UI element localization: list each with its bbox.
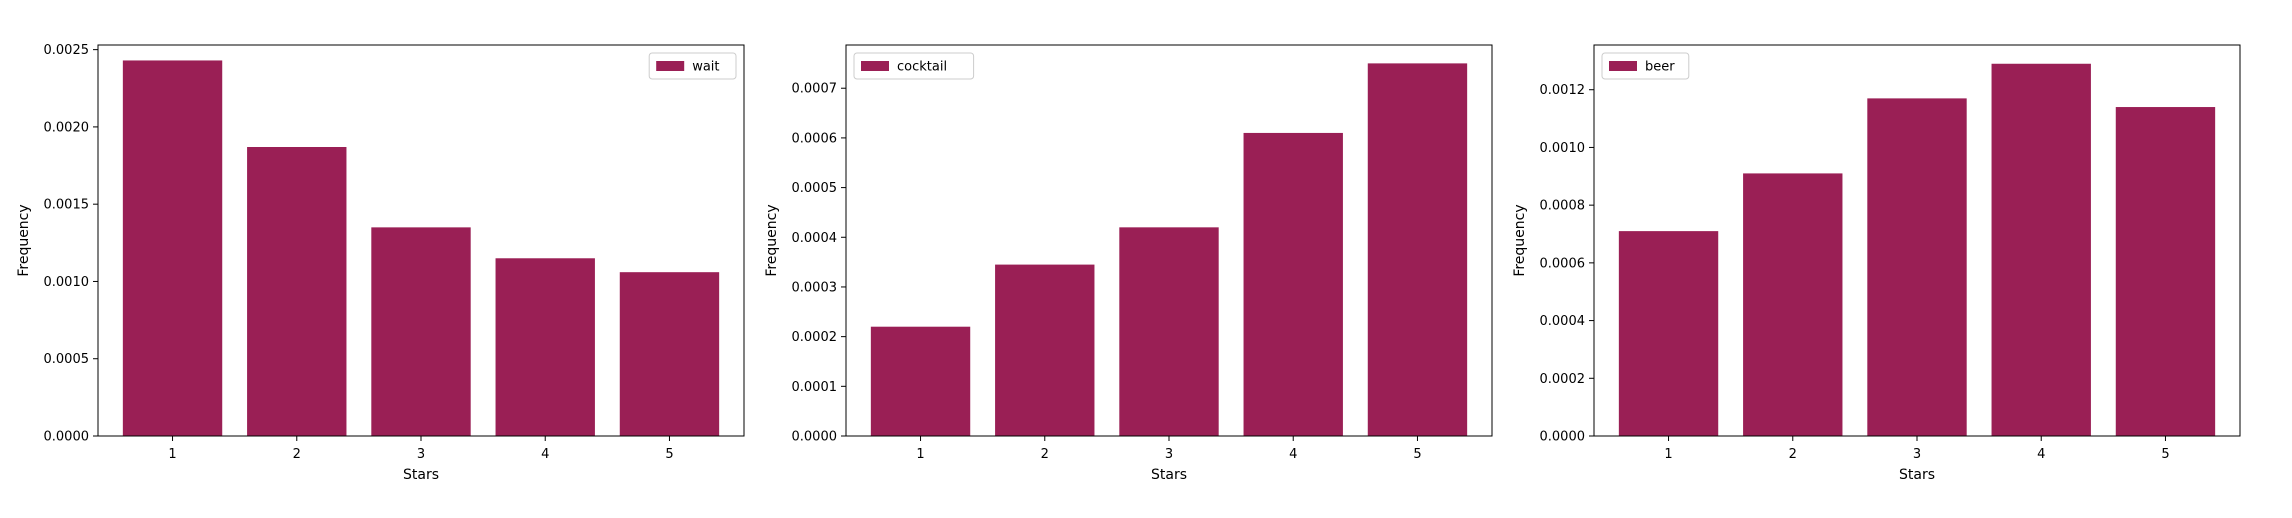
legend: beer [1601, 52, 1690, 80]
bar-beer-5 [2115, 107, 2216, 436]
chart-panel-2: 1 2 3 4 5 0.0000 0.0001 0.0002 0.0003 0.0004 0.000… [764, 44, 1493, 483]
y-tick-label: 0.0000 [44, 430, 90, 445]
chart-panel-3: 1 2 3 4 5 0.0000 0.0002 0.0004 0.0006 0.0008 0.001… [1512, 44, 2241, 483]
legend-swatch [861, 61, 889, 71]
x-axis-label: Stars [1899, 467, 1935, 483]
x-tick-label: 5 [665, 447, 673, 462]
y-tick-label: 0.0002 [792, 330, 838, 345]
y-tick-label: 0.0007 [792, 82, 838, 97]
y-tick-label: 0.0005 [792, 181, 838, 196]
bar-wait-4 [495, 258, 595, 436]
y-axis-label: Frequency [16, 204, 32, 276]
chart-panel-1: 1 2 3 4 5 0.0000 0.0005 0.0010 0.0015 0.0020 0.002… [16, 43, 745, 483]
x-tick-label: 1 [1664, 447, 1672, 462]
y-tick-label: 0.0025 [44, 43, 90, 58]
legend-swatch [1609, 61, 1637, 71]
bar-cocktail-3 [1119, 227, 1219, 436]
y-tick-label: 0.0010 [1540, 141, 1586, 156]
x-tick-label: 3 [1165, 447, 1173, 462]
bar-beer-3 [1867, 98, 1967, 437]
x-tick-label: 2 [1789, 447, 1797, 462]
bar-beer-4 [1991, 63, 2091, 436]
bar-cocktail-1 [870, 326, 971, 436]
y-tick-label: 0.0000 [792, 430, 838, 445]
axes-frame [97, 44, 745, 437]
y-axis-label: Frequency [764, 204, 780, 276]
bar-wait-1 [122, 60, 223, 437]
y-tick-label: 0.0002 [1540, 372, 1586, 387]
bar-cocktail-2 [995, 264, 1095, 436]
y-tick-label: 0.0000 [1540, 430, 1586, 445]
legend: wait [648, 52, 737, 80]
y-tick-label: 0.0004 [1540, 314, 1586, 329]
x-tick-label: 2 [1041, 447, 1049, 462]
bar-wait-3 [371, 227, 471, 436]
x-axis-label: Stars [1151, 467, 1187, 483]
x-tick-label: 5 [1413, 447, 1421, 462]
y-tick-label: 0.0001 [792, 380, 838, 395]
legend-label: cocktail [897, 60, 947, 75]
legend-swatch [656, 61, 685, 71]
bar-wait-5 [619, 272, 720, 436]
y-tick-label: 0.0010 [44, 275, 90, 290]
x-tick-label: 2 [293, 447, 301, 462]
x-tick-label: 4 [2037, 447, 2045, 462]
axes-frame [1593, 44, 2241, 437]
y-tick-label: 0.0020 [44, 120, 90, 135]
bar-beer-2 [1743, 173, 1843, 436]
y-tick-label: 0.0006 [1540, 256, 1586, 271]
legend-box [853, 52, 975, 80]
bar-beer-1 [1618, 231, 1719, 436]
x-tick-label: 4 [1289, 447, 1297, 462]
x-axis-label: Stars [403, 467, 439, 483]
x-tick-label: 4 [541, 447, 549, 462]
axes-frame [845, 44, 1493, 437]
bar-cocktail-5 [1367, 63, 1468, 436]
y-tick-label: 0.0008 [1540, 199, 1586, 214]
y-tick-label: 0.0006 [792, 131, 838, 146]
x-tick-label: 3 [1913, 447, 1921, 462]
bar-cocktail-4 [1243, 132, 1343, 436]
x-tick-label: 5 [2161, 447, 2169, 462]
bar-wait-2 [247, 147, 347, 436]
y-tick-label: 0.0005 [44, 352, 90, 367]
y-axis-label: Frequency [1512, 204, 1528, 276]
legend-box [1601, 52, 1690, 80]
y-tick-label: 0.0012 [1540, 83, 1586, 98]
x-tick-label: 3 [417, 447, 425, 462]
legend-box [648, 52, 737, 80]
x-tick-label: 1 [168, 447, 176, 462]
legend-label: beer [1645, 60, 1675, 75]
y-tick-label: 0.0003 [792, 280, 838, 295]
y-tick-label: 0.0004 [792, 231, 838, 246]
y-tick-label: 0.0015 [44, 198, 90, 213]
legend-label: wait [692, 60, 719, 75]
legend: cocktail [853, 52, 975, 80]
x-tick-label: 1 [916, 447, 924, 462]
